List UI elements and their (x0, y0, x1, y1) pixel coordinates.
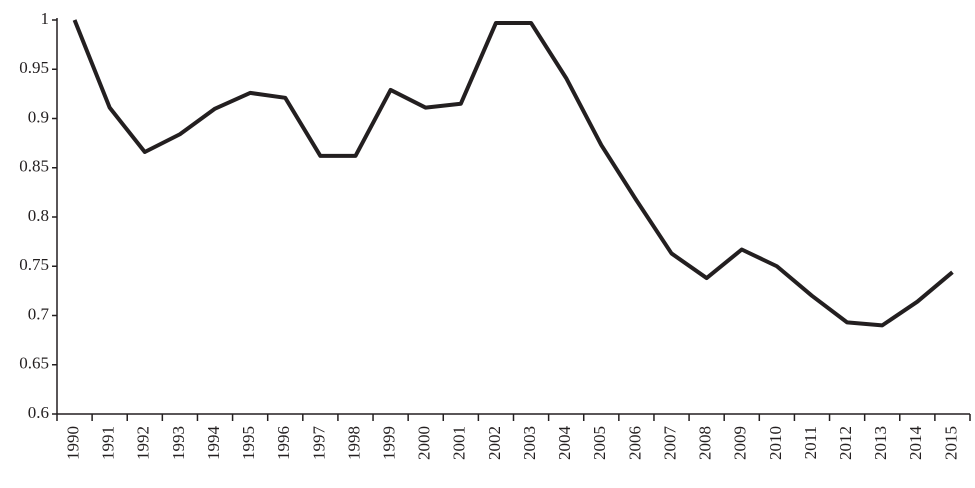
y-tick-label: 0.6 (28, 403, 49, 422)
x-tick-label: 2003 (520, 426, 539, 460)
x-tick-label: 1992 (134, 426, 153, 460)
x-tick-label: 1998 (344, 426, 363, 460)
x-tick-label: 1995 (239, 426, 258, 460)
x-tick-label: 1990 (63, 426, 82, 460)
y-tick-label: 0.95 (19, 58, 49, 77)
x-tick-label: 1991 (99, 426, 118, 460)
x-tick-label: 2008 (696, 426, 715, 460)
x-tick-label: 2014 (906, 426, 925, 461)
x-tick-label: 1999 (380, 426, 399, 460)
x-tick-label: 1994 (204, 426, 223, 461)
x-tick-label: 2006 (625, 426, 644, 460)
x-tick-label: 1997 (309, 426, 328, 461)
y-tick-label: 0.65 (19, 354, 49, 373)
y-tick-label: 1 (41, 9, 50, 28)
y-tick-label: 0.75 (19, 255, 49, 274)
y-tick-label: 0.8 (28, 206, 49, 225)
x-tick-label: 2011 (801, 426, 820, 459)
x-tick-label: 1993 (169, 426, 188, 460)
x-tick-label: 2007 (660, 426, 679, 461)
x-tick-label: 2012 (836, 426, 855, 460)
x-tick-label: 2009 (731, 426, 750, 460)
data-line (72, 19, 954, 328)
x-tick-label: 2004 (555, 426, 574, 461)
x-tick-label: 2000 (415, 426, 434, 460)
x-tick-label: 2001 (450, 426, 469, 460)
x-tick-label: 2005 (590, 426, 609, 460)
y-tick-label: 0.85 (19, 157, 49, 176)
x-tick-label: 1996 (274, 426, 293, 460)
x-tick-label: 2013 (871, 426, 890, 460)
x-tick-label: 2015 (941, 426, 960, 460)
y-tick-label: 0.9 (28, 107, 49, 126)
y-tick-label: 0.7 (28, 304, 50, 323)
x-tick-label: 2002 (485, 426, 504, 460)
x-tick-label: 2010 (766, 426, 785, 460)
